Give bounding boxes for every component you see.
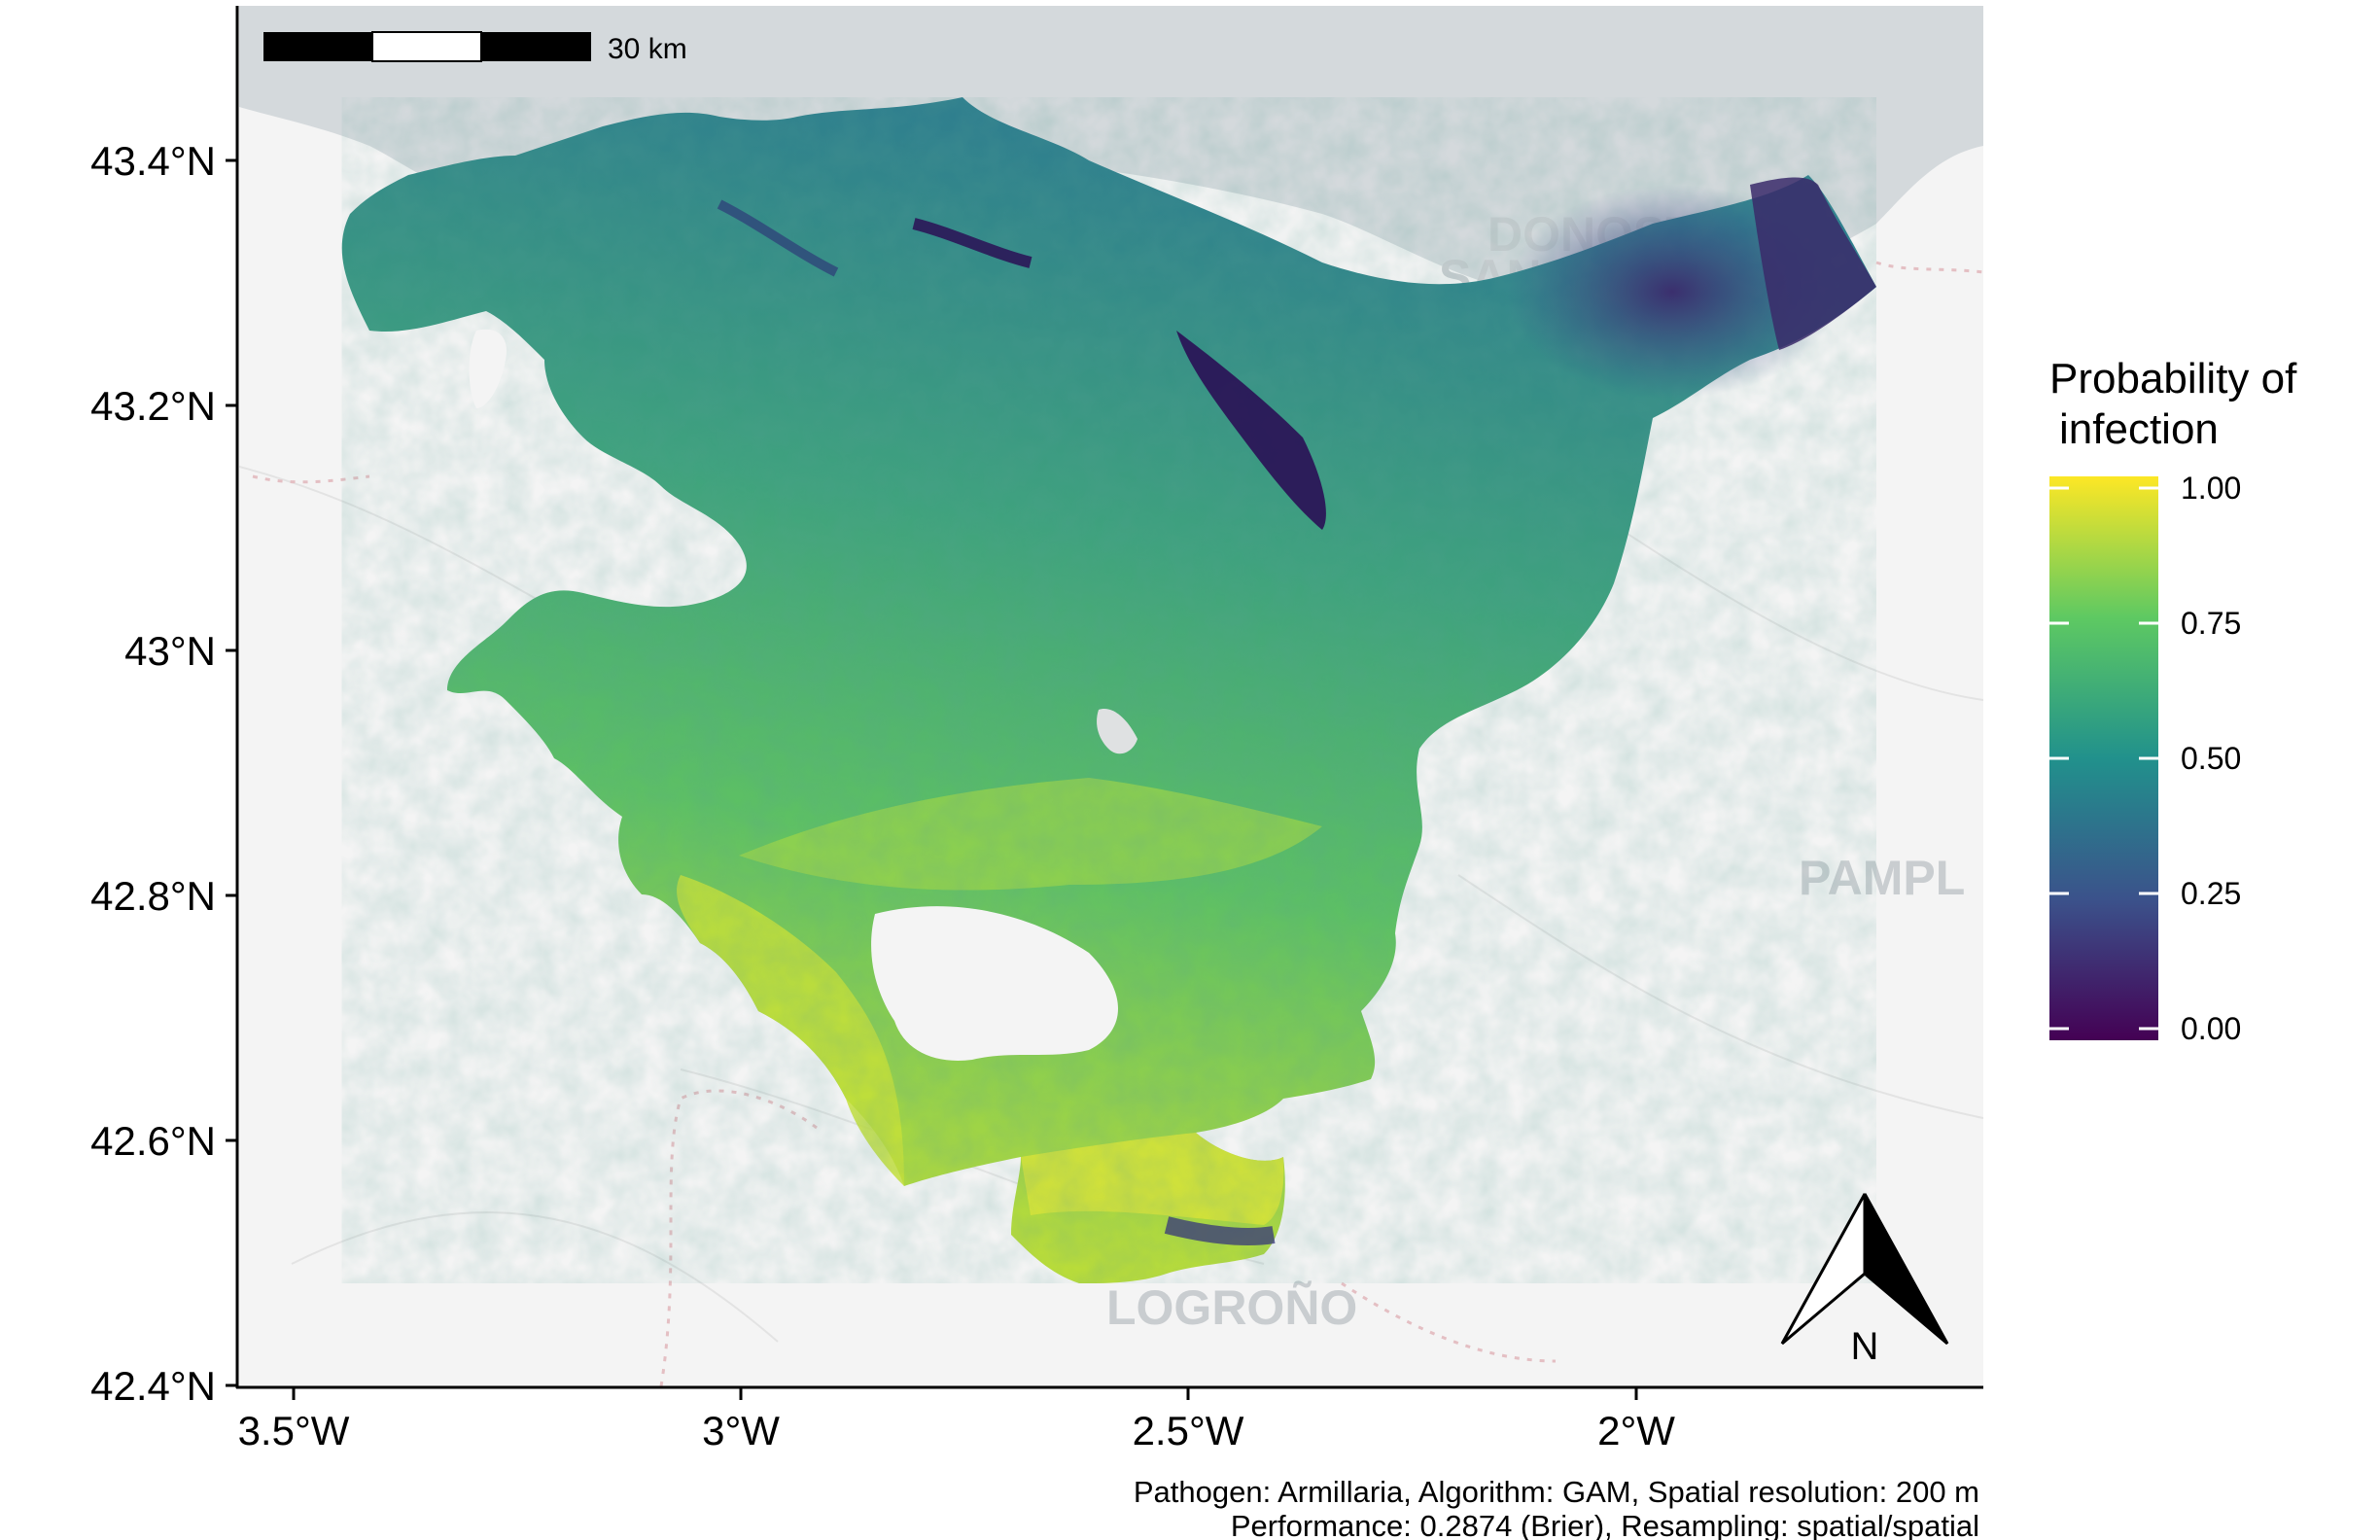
lon-tick-label: 2.5°W: [1133, 1408, 1244, 1453]
lat-tick-label: 43.4°N: [90, 138, 216, 184]
legend-tick-label: 0.75: [2181, 606, 2241, 641]
lat-tick-label: 42.6°N: [90, 1118, 216, 1164]
caption: Pathogen: Armillaria, Algorithm: GAM, Sp…: [1134, 1475, 1979, 1540]
lon-axis: 3.5°W 3°W 2.5°W 2°W: [238, 1387, 1675, 1453]
legend-tick-label: 0.00: [2181, 1011, 2241, 1046]
lon-tick-label: 3°W: [702, 1408, 780, 1453]
city-label-logrono: LOGROÑO: [1106, 1280, 1357, 1335]
legend-title-line2: infection: [2059, 405, 2219, 453]
lat-tick-label: 43.2°N: [90, 383, 216, 429]
lat-axis: 43.4°N 43.2°N 43°N 42.8°N 42.6°N 42.4°N: [90, 138, 237, 1409]
north-arrow: N: [1780, 1193, 1949, 1368]
legend-title-line1: Probability of: [2049, 355, 2297, 402]
raster-texture: [341, 97, 1877, 1283]
lat-tick-label: 42.4°N: [90, 1363, 216, 1409]
caption-line1: Pathogen: Armillaria, Algorithm: GAM, Sp…: [1134, 1475, 1979, 1509]
map-panel: DONOSTIA SAN PAMPL LOGROÑO: [239, 6, 1983, 1386]
north-arrow-label: N: [1851, 1325, 1879, 1368]
probability-raster: [341, 97, 1877, 1283]
lon-tick-label: 3.5°W: [238, 1408, 350, 1453]
raster-gap-treviño: [871, 906, 1118, 1061]
low-probability-valley: [1176, 331, 1326, 530]
raster-gap-west: [469, 329, 507, 408]
low-probability-coast: [1750, 177, 1876, 350]
sea-area: [239, 6, 1983, 292]
legend-tick-label: 1.00: [2181, 471, 2241, 506]
legend-tick-label: 0.25: [2181, 876, 2241, 911]
lon-tick-label: 2°W: [1597, 1408, 1675, 1453]
axes: [235, 6, 1983, 1389]
lat-tick-label: 43°N: [124, 628, 216, 674]
city-label-pamplona: PAMPL: [1799, 851, 1965, 905]
low-probability-ne: [1507, 185, 1838, 399]
caption-line2: Performance: 0.2874 (Brier), Resampling:…: [1231, 1509, 1979, 1540]
legend-tick-label: 0.50: [2181, 741, 2241, 776]
scale-bar: 30 km: [263, 31, 687, 65]
legend: Probability of infection 1.00 0.75 0.50 …: [2049, 355, 2297, 1046]
lat-tick-label: 42.8°N: [90, 873, 216, 919]
scale-bar-label: 30 km: [608, 33, 687, 65]
basemap-border: [252, 261, 1983, 1386]
